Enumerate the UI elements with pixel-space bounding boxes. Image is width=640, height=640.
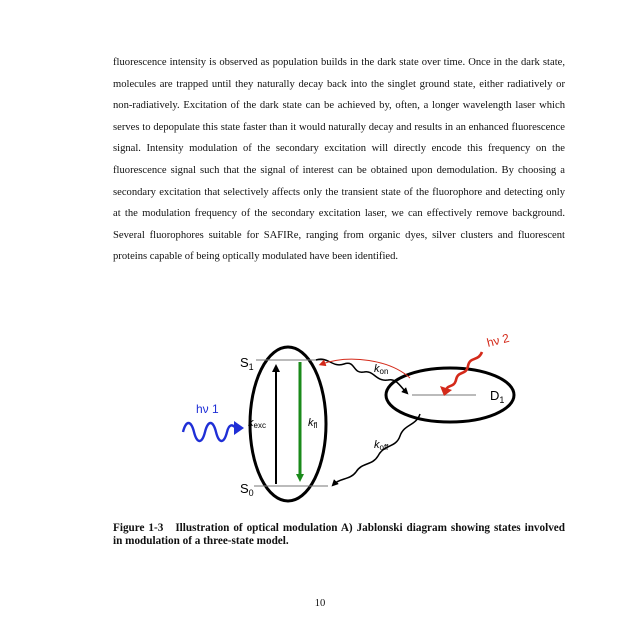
kon-label: kon [374, 363, 388, 376]
caption-text: Illustration of optical modulation A) Ja… [113, 522, 565, 547]
body-paragraph: fluorescence intensity is observed as po… [113, 57, 565, 263]
s1-label: S1 [240, 355, 254, 372]
d1-label-base: D [490, 388, 499, 403]
koff-squiggle-arrow [331, 413, 421, 487]
koff-label-base: k [374, 439, 380, 451]
hv2-wave [444, 351, 484, 391]
kon-squiggle-arrow [315, 358, 409, 395]
hv1-wave [181, 421, 237, 443]
caption-label: Figure 1-3 [113, 522, 164, 534]
figure-caption: Figure 1-3 Illustration of optical modula… [113, 522, 565, 548]
hv2-label: hν 2 [485, 331, 511, 350]
kfl-label-sub: fl [314, 421, 318, 430]
depopulation-red-arrow [318, 358, 411, 379]
hv1-arrowhead [234, 421, 244, 435]
kfl-label: kfl [308, 417, 318, 430]
s0-label: S0 [240, 481, 254, 498]
s1-label-base: S [240, 355, 249, 370]
kon-label-sub: on [380, 367, 389, 376]
kexc-label-sub: exc [254, 421, 266, 430]
s1-label-sub: 1 [249, 362, 254, 372]
d1-label: D1 [490, 388, 504, 405]
hv2-arrowhead [440, 386, 452, 396]
hv1-label: hν 1 [196, 402, 219, 416]
kexc-label: kexc [248, 417, 266, 430]
kfl-label-base: k [308, 417, 314, 429]
dark-state-ellipse [384, 366, 516, 424]
kon-label-base: k [374, 363, 380, 375]
singlet-ellipse [248, 345, 328, 503]
page-number: 10 [314, 598, 326, 609]
d1-label-sub: 1 [499, 395, 504, 405]
s0-label-base: S [240, 481, 249, 496]
s0-label-sub: 0 [249, 488, 254, 498]
koff-label-sub: off [380, 443, 390, 452]
koff-label: koff [374, 439, 389, 452]
kexc-label-base: k [248, 417, 254, 429]
